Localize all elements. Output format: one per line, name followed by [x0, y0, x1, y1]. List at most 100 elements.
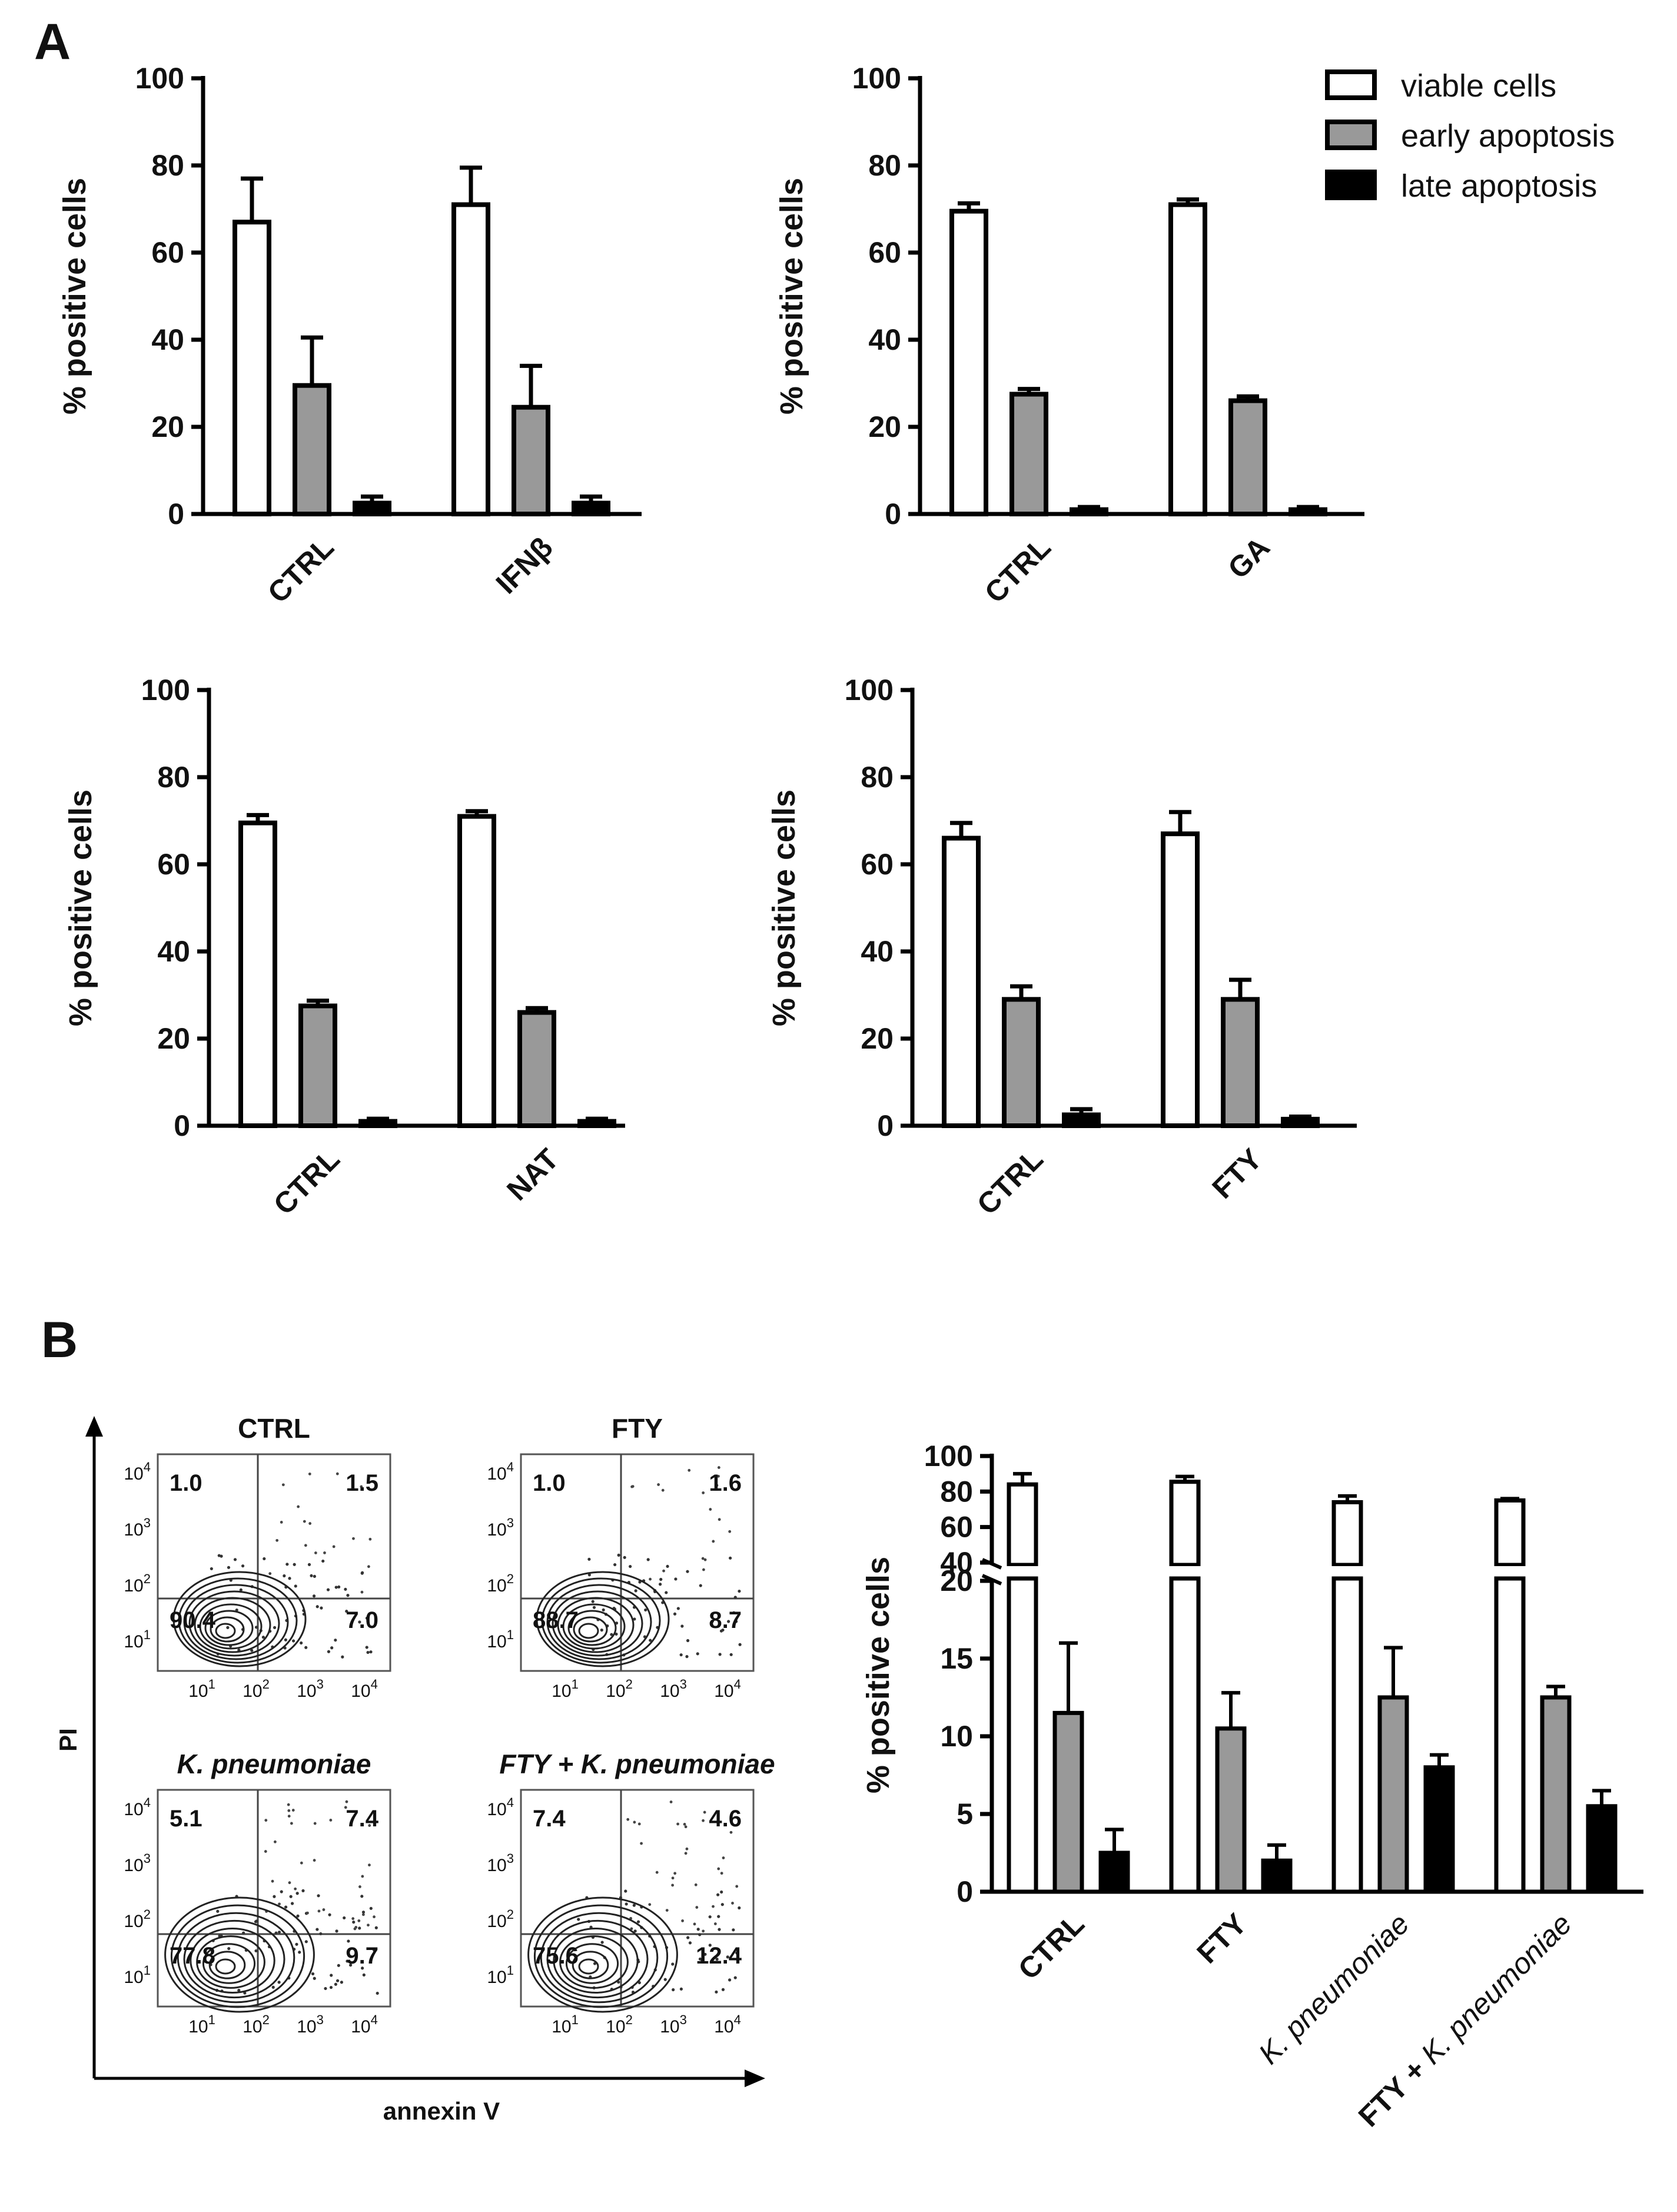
event-dot — [640, 1842, 643, 1845]
event-dot — [264, 1819, 268, 1822]
y-tick-label: 40 — [157, 935, 190, 968]
event-dot — [220, 1554, 223, 1558]
event-dot — [313, 1859, 316, 1862]
event-dot — [729, 1556, 732, 1560]
flow-y-tick-label: 104 — [124, 1795, 151, 1819]
event-dot — [353, 1927, 357, 1931]
contour-line — [552, 1590, 643, 1657]
event-dot — [625, 1902, 628, 1906]
bar-late — [1098, 1850, 1130, 1894]
event-dot — [702, 1929, 705, 1933]
event-dot — [696, 1652, 699, 1656]
contour-line — [541, 1577, 661, 1664]
event-dot — [637, 1822, 641, 1826]
panel-label-b: B — [41, 1312, 78, 1368]
flow-x-tick-label: 101 — [552, 1677, 579, 1701]
x-category-label: K. pneumoniae — [1252, 1907, 1415, 2070]
y-tick-label: 20 — [151, 410, 184, 443]
contour-line — [204, 1610, 254, 1646]
event-dot — [712, 1540, 715, 1543]
x-category-label: NAT — [500, 1142, 565, 1207]
y-tick-label: 0 — [877, 1109, 894, 1142]
event-dot — [283, 1574, 286, 1578]
event-dot — [360, 1590, 364, 1594]
flow-x-axis-label: annexin V — [383, 2097, 500, 2125]
legend-swatch-early — [1325, 120, 1377, 150]
y-tick-label: 0 — [885, 498, 901, 530]
event-dot — [718, 1518, 721, 1521]
event-dot — [313, 1574, 316, 1578]
bar-viable — [238, 820, 277, 1128]
event-dot — [655, 1871, 659, 1874]
bar-viable-upper — [1494, 1498, 1526, 1567]
event-dot — [671, 1962, 675, 1966]
event-dot — [646, 1558, 650, 1561]
event-dot — [273, 1626, 277, 1630]
bar-viable-upper — [1169, 1480, 1201, 1567]
contour-line — [177, 1912, 295, 2004]
flow-x-tick-label: 103 — [660, 2012, 687, 2037]
event-dot — [602, 1608, 605, 1611]
event-dot — [271, 1985, 275, 1989]
y-tick-label: 0 — [174, 1109, 190, 1142]
event-dot — [673, 1872, 677, 1875]
flow-y-tick-label: 103 — [124, 1851, 151, 1875]
event-dot — [360, 1485, 363, 1488]
event-dot — [676, 1607, 680, 1610]
quadrant-lower-left: 88.7 — [533, 1607, 579, 1633]
y-axis-label: % positive cells — [774, 178, 809, 414]
flow-plot: K. pneumoniae 5.1 7.4 77.8 9.7 101 101 102 102 10… — [124, 1749, 391, 2037]
event-dot — [624, 1889, 627, 1893]
event-dot — [340, 1981, 343, 1984]
event-dot — [365, 1646, 368, 1649]
event-dot — [226, 1626, 230, 1629]
bar-viable — [233, 220, 271, 516]
event-dot — [671, 1876, 675, 1880]
event-dot — [313, 1822, 317, 1825]
event-dot — [291, 1809, 295, 1812]
event-dot — [361, 1913, 365, 1916]
event-dot — [710, 1620, 714, 1623]
event-dot — [250, 1649, 254, 1652]
event-dot — [721, 1988, 725, 1991]
event-dot — [288, 1881, 291, 1885]
quadrant-upper-left: 5.1 — [170, 1806, 202, 1832]
y-tick-label: 100 — [141, 674, 190, 707]
event-dot — [728, 1978, 732, 1982]
contour-line — [565, 1943, 619, 1984]
event-dot — [717, 1867, 720, 1871]
event-dot — [271, 1879, 274, 1883]
bar-chart-ctrl-fty: 0 20 40 60 80 100 % positive cells CTRL FTY — [766, 674, 1357, 1221]
y-tick-label: 40 — [940, 1546, 973, 1579]
event-dot — [738, 1906, 741, 1910]
event-dot — [685, 1655, 689, 1659]
flow-y-tick-label: 104 — [487, 1795, 514, 1819]
bar-late — [1281, 1116, 1320, 1129]
event-dot — [617, 1553, 620, 1557]
event-dot — [577, 1918, 580, 1921]
flow-x-tick-label: 103 — [297, 2012, 324, 2037]
bar-early — [1215, 1726, 1247, 1894]
event-dot — [210, 1567, 213, 1571]
flow-plot-title: FTY + K. pneumoniae — [499, 1749, 775, 1779]
bar-viable — [1168, 202, 1207, 517]
contour-line — [164, 1896, 315, 2013]
event-dot — [263, 1557, 266, 1561]
x-category-label: IFNβ — [490, 530, 559, 600]
contour-line — [194, 1597, 271, 1653]
quadrant-lower-right: 8.7 — [709, 1607, 742, 1633]
flow-plot-frame — [157, 1789, 391, 2008]
y-tick-label: 60 — [151, 236, 184, 269]
event-dot — [326, 1588, 330, 1591]
event-dot — [320, 1606, 323, 1610]
contour-line — [196, 1935, 265, 1989]
bar-late — [353, 500, 391, 516]
y-tick-label: 100 — [852, 62, 901, 95]
event-dot — [317, 1894, 320, 1898]
event-dot — [312, 1594, 316, 1598]
event-dot — [703, 1952, 707, 1956]
event-dot — [702, 1491, 705, 1494]
event-dot — [287, 1815, 291, 1818]
y-tick-label: 20 — [940, 1564, 973, 1597]
